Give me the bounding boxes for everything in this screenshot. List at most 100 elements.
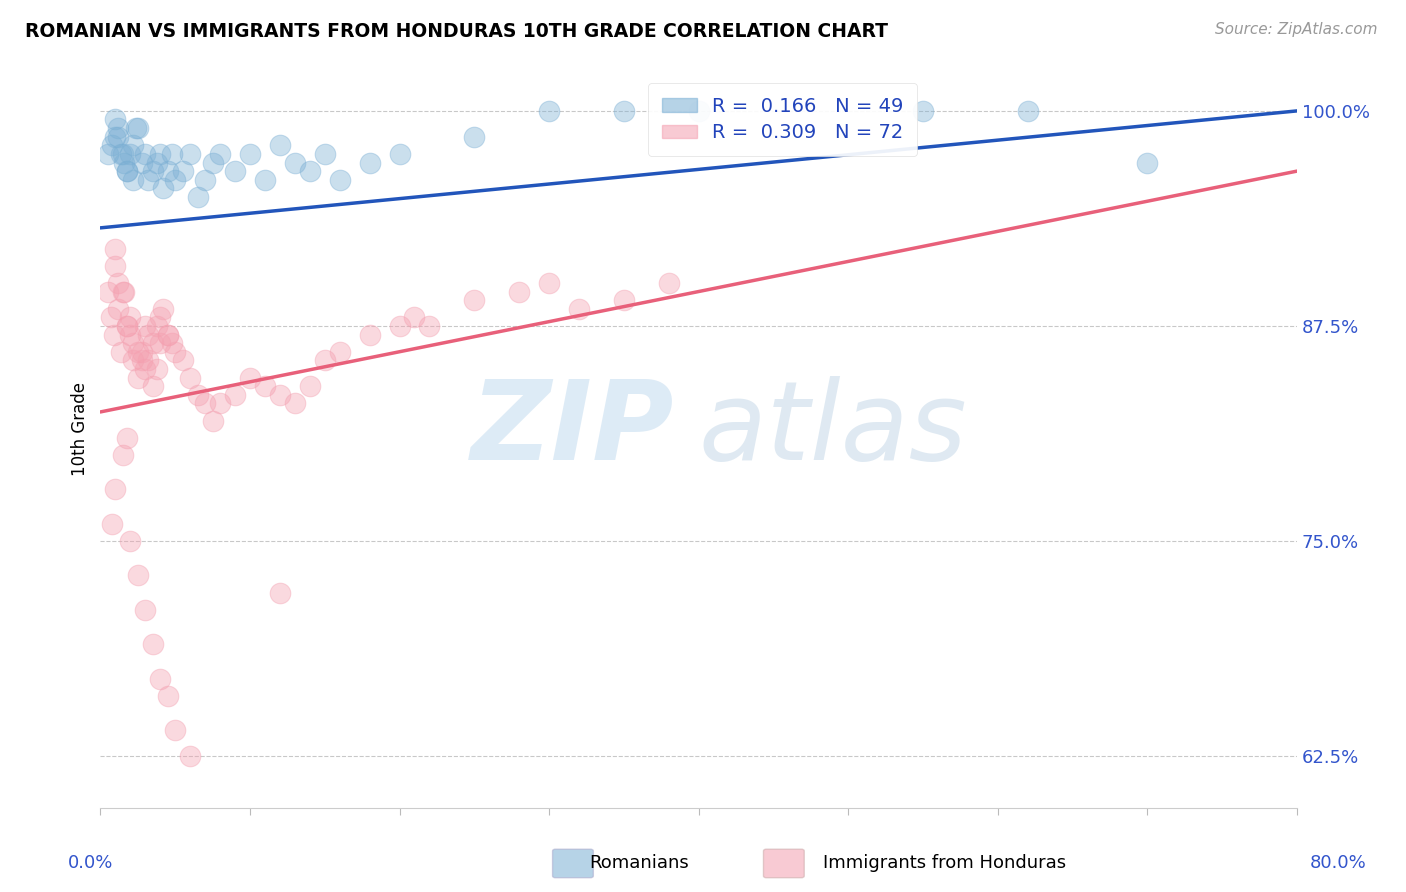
- Point: [104, 129, 127, 144]
- Point: [201, 155, 224, 169]
- Point: [142, 637, 165, 651]
- Point: [142, 379, 165, 393]
- Point: [463, 293, 485, 307]
- Point: [269, 585, 291, 599]
- Point: [107, 301, 129, 316]
- Point: [201, 413, 224, 427]
- Point: [136, 353, 159, 368]
- Text: Source: ZipAtlas.com: Source: ZipAtlas.com: [1215, 22, 1378, 37]
- Point: [97, 147, 120, 161]
- Point: [298, 379, 321, 393]
- Point: [613, 293, 636, 307]
- Point: [156, 689, 179, 703]
- Point: [179, 147, 201, 161]
- Point: [463, 129, 485, 144]
- Point: [165, 344, 187, 359]
- Point: [111, 147, 134, 161]
- Point: [122, 172, 145, 186]
- FancyBboxPatch shape: [553, 849, 593, 878]
- Point: [101, 138, 124, 153]
- Point: [112, 285, 135, 299]
- Point: [160, 336, 183, 351]
- Point: [688, 103, 710, 118]
- Point: [179, 749, 201, 764]
- Point: [284, 155, 307, 169]
- Point: [156, 327, 179, 342]
- Point: [658, 276, 681, 290]
- Point: [146, 318, 169, 333]
- Point: [120, 147, 142, 161]
- Point: [298, 164, 321, 178]
- Point: [111, 285, 134, 299]
- Point: [194, 396, 217, 410]
- Point: [149, 336, 172, 351]
- Point: [269, 138, 291, 153]
- Text: ZIP: ZIP: [471, 376, 675, 483]
- Point: [122, 353, 145, 368]
- Y-axis label: 10th Grade: 10th Grade: [72, 382, 89, 476]
- Point: [194, 172, 217, 186]
- Point: [110, 344, 132, 359]
- Point: [224, 388, 246, 402]
- FancyBboxPatch shape: [763, 849, 804, 878]
- Point: [538, 276, 561, 290]
- Point: [104, 242, 127, 256]
- Point: [104, 483, 127, 497]
- Point: [107, 121, 129, 136]
- Point: [117, 164, 139, 178]
- Point: [146, 362, 169, 376]
- Point: [359, 327, 381, 342]
- Text: Romanians: Romanians: [589, 855, 689, 872]
- Point: [117, 164, 139, 178]
- Point: [134, 147, 156, 161]
- Point: [538, 103, 561, 118]
- Point: [136, 172, 159, 186]
- Point: [101, 516, 124, 531]
- Text: 80.0%: 80.0%: [1310, 855, 1367, 872]
- Point: [172, 353, 194, 368]
- Point: [125, 121, 148, 136]
- Point: [120, 533, 142, 548]
- Point: [329, 172, 352, 186]
- Legend: R =  0.166   N = 49, R =  0.309   N = 72: R = 0.166 N = 49, R = 0.309 N = 72: [648, 83, 917, 156]
- Point: [508, 285, 530, 299]
- Point: [329, 344, 352, 359]
- Point: [134, 318, 156, 333]
- Point: [127, 344, 149, 359]
- Point: [120, 327, 142, 342]
- Point: [104, 112, 127, 127]
- Point: [269, 388, 291, 402]
- Point: [107, 129, 129, 144]
- Point: [160, 147, 183, 161]
- Point: [104, 259, 127, 273]
- Point: [146, 155, 169, 169]
- Point: [97, 285, 120, 299]
- Point: [120, 310, 142, 325]
- Point: [1136, 155, 1159, 169]
- Point: [314, 147, 336, 161]
- Point: [136, 327, 159, 342]
- Point: [568, 301, 591, 316]
- Point: [388, 147, 411, 161]
- Point: [149, 147, 172, 161]
- Text: atlas: atlas: [699, 376, 967, 483]
- Point: [110, 147, 132, 161]
- Point: [100, 310, 122, 325]
- Point: [134, 362, 156, 376]
- Point: [122, 138, 145, 153]
- Point: [107, 276, 129, 290]
- Point: [117, 431, 139, 445]
- Point: [208, 396, 231, 410]
- Point: [165, 723, 187, 738]
- Point: [131, 344, 153, 359]
- Point: [156, 164, 179, 178]
- Point: [172, 164, 194, 178]
- Point: [613, 103, 636, 118]
- Point: [117, 318, 139, 333]
- Point: [122, 336, 145, 351]
- Point: [239, 370, 262, 384]
- Point: [224, 164, 246, 178]
- Point: [134, 603, 156, 617]
- Point: [208, 147, 231, 161]
- Point: [239, 147, 262, 161]
